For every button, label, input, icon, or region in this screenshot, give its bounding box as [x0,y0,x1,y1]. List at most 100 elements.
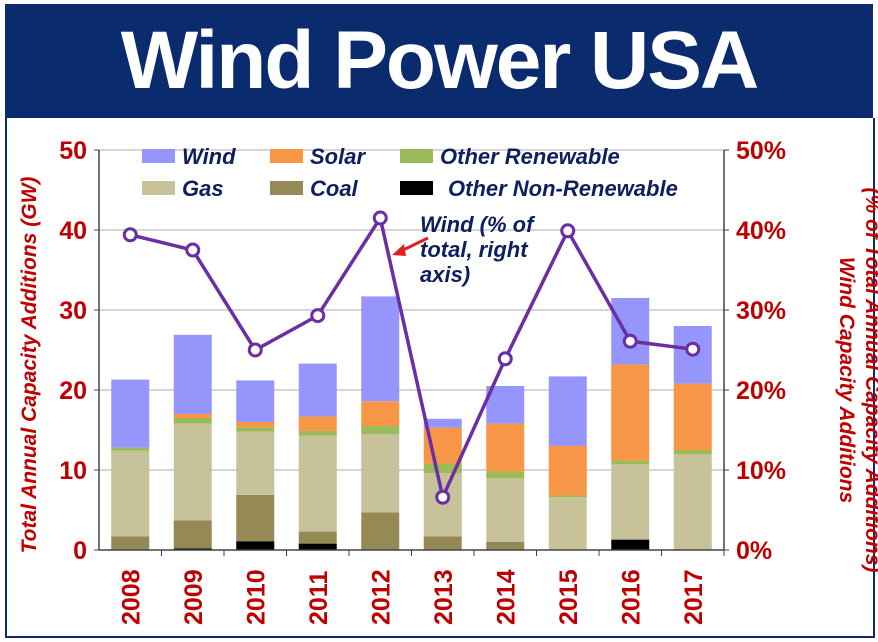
bar-other-non-renewable [173,548,212,550]
bar-coal [361,512,400,550]
bar-other-non-renewable [611,539,650,550]
bar-coal [423,536,462,550]
legend-swatch [400,181,433,195]
y-right-axis-label: (% of Total Annual Capacity Additions) [861,188,878,573]
bar-solar [486,423,525,472]
bar-other-non-renewable [236,541,275,550]
x-tick-label: 2013 [430,569,458,625]
bar-gas [673,454,712,550]
bar-other-renewable [548,495,587,498]
wind-share-point [685,341,701,357]
y-tick-label: 20 [59,377,87,405]
bar-gas [611,464,650,540]
bar-wind [548,376,587,446]
legend-label: Wind [182,144,236,169]
bar-wind [423,418,462,428]
x-tick-label: 2012 [367,569,395,625]
wind-share-point [310,308,326,324]
x-tick-label: 2010 [242,569,270,625]
bar-coal [236,494,275,542]
bar-solar [611,364,650,461]
bar-gas [361,434,400,513]
x-tick-label: 2009 [180,569,208,625]
bar-solar [548,446,587,496]
bar-solar [673,383,712,450]
bar-solar [298,416,337,431]
x-tick-label: 2017 [680,569,708,625]
y-right-tick-label: 40% [736,217,786,245]
bar-wind [611,298,650,365]
bar-other-renewable [111,447,150,451]
bar-other-renewable [236,427,275,432]
bar-other-renewable [486,471,525,478]
wind-share-point [435,489,451,505]
bar-gas [111,450,150,537]
y-right-tick-label: 30% [736,297,786,325]
x-tick-label: 2011 [305,571,333,625]
bar-solar [173,414,212,418]
bar-gas [173,423,212,521]
y-tick-label: 40 [59,217,87,245]
chart-title: Wind Power USA [120,15,759,106]
bar-wind [361,296,400,402]
legend-label: Solar [310,144,366,169]
y-tick-label: 50 [59,137,87,165]
annotation-text: axis) [420,262,470,287]
arrow-head-icon [392,244,406,256]
legend-swatch [142,181,175,195]
bar-coal [486,542,525,550]
bar-solar [361,401,400,426]
legend-swatch [142,149,175,163]
legend-label: Other Renewable [440,144,620,169]
legend-swatch [270,149,303,163]
x-tick-label: 2008 [117,569,145,625]
bar-gas [548,497,587,550]
bar-wind [236,380,275,422]
wind-share-point [372,210,388,226]
annotation-text: total, right [420,237,529,262]
y-right-tick-label: 50% [736,137,786,165]
legend-label: Gas [182,176,224,201]
bar-wind [486,386,525,424]
wind-share-point [185,242,201,258]
bar-other-renewable [423,463,462,474]
wind-share-point [560,223,576,239]
title-banner: Wind Power USA [5,4,873,118]
legend-swatch [270,181,303,195]
y-right-tick-label: 0% [736,537,772,565]
bar-gas [486,478,525,542]
bar-other-renewable [611,460,650,465]
y-right-tick-label: 10% [736,457,786,485]
wind-share-line [129,213,693,503]
wind-share-point [247,342,263,358]
bar-wind [111,379,150,448]
bar-other-renewable [361,426,400,434]
bar-other-non-renewable [298,543,337,550]
bar-coal [298,531,337,544]
bar-other-renewable [673,450,712,454]
annotation-text: Wind (% of [420,212,536,237]
bar-gas [423,473,462,537]
x-tick-label: 2015 [555,569,583,625]
legend-label: Coal [310,176,359,201]
y-axis-label: Total Annual Capacity Additions (GW) [18,177,41,554]
bar-other-renewable [173,418,212,424]
bar-gas [298,435,337,532]
legend-label: Other Non-Renewable [448,176,678,201]
bar-wind [173,334,212,414]
bar-other-renewable [298,430,337,436]
bar-coal [111,536,150,550]
bar-gas [236,431,275,495]
y-tick-label: 10 [59,457,87,485]
bar-coal [173,520,212,549]
bar-wind [298,363,337,417]
y-right-axis-label: Wind Capacity Additions [835,257,858,503]
wind-share-point [622,333,638,349]
chart-frame [5,118,875,638]
x-tick-label: 2014 [492,569,520,625]
wind-share-point [497,351,513,367]
y-tick-label: 30 [59,297,87,325]
y-right-tick-label: 20% [736,377,786,405]
bar-solar [236,422,275,428]
